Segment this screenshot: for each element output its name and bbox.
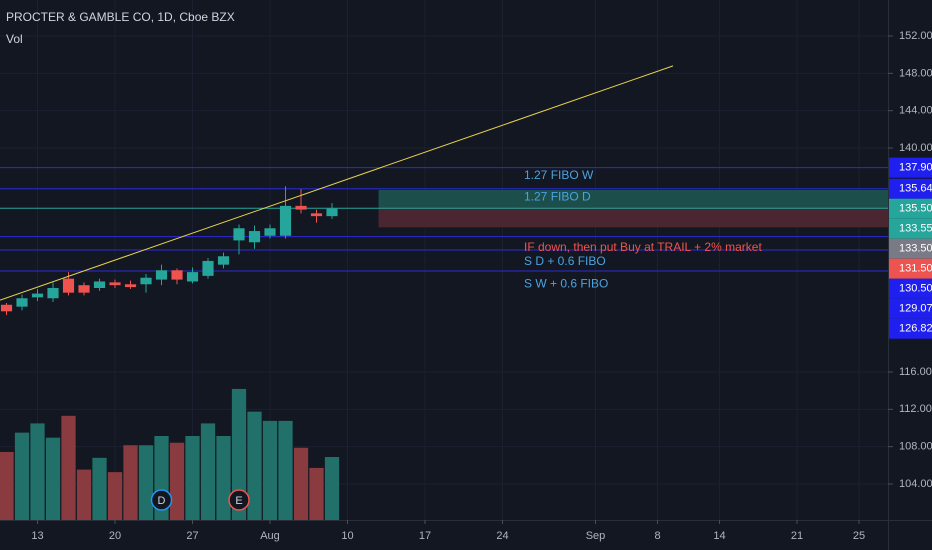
x-tick-label: Aug <box>260 530 280 542</box>
x-tick-label: 25 <box>853 530 865 542</box>
y-tick-label: 152.00 <box>899 30 932 42</box>
x-tick-label: 27 <box>186 530 198 542</box>
annotation: 1.27 FIBO D <box>524 190 591 204</box>
volume-bar <box>138 445 154 520</box>
volume-bar <box>30 423 45 520</box>
volume-bar <box>185 435 200 520</box>
volume-bar <box>293 447 309 520</box>
candle-body <box>47 287 59 299</box>
y-tick-label: 144.00 <box>899 105 932 117</box>
price-label: 130.50 <box>899 283 932 295</box>
candle-body <box>186 272 199 282</box>
volume-bar <box>231 388 247 520</box>
volume-bar <box>262 420 278 520</box>
volume-bar <box>324 456 340 520</box>
volume-bar <box>216 435 231 520</box>
position-box <box>378 190 888 209</box>
candle-body <box>0 304 13 312</box>
price-label-bg <box>889 157 932 178</box>
candle-body <box>16 298 28 307</box>
candle-body <box>171 270 183 280</box>
volume-bar <box>61 415 76 520</box>
candle-body <box>326 208 338 217</box>
x-tick-label: 21 <box>791 530 803 542</box>
candle-body <box>155 270 168 280</box>
volume-bar <box>169 442 185 520</box>
price-label-bg <box>889 298 932 319</box>
volume-bar <box>14 432 30 520</box>
price-label: 129.07 <box>899 303 932 315</box>
candle-body <box>217 256 230 265</box>
y-tick-label: 108.00 <box>899 441 932 453</box>
x-tick-label: 14 <box>713 530 725 542</box>
price-label: 133.55 <box>899 223 932 235</box>
event-label: D <box>158 495 166 507</box>
candle-body <box>279 205 292 236</box>
event-label: E <box>235 495 242 507</box>
price-label: 131.50 <box>899 263 932 275</box>
price-label: 135.64 <box>899 183 932 195</box>
candle-body <box>248 231 261 243</box>
price-label: 126.82 <box>899 323 932 335</box>
price-label-bg <box>889 278 932 299</box>
y-tick-label: 104.00 <box>899 478 932 490</box>
event-marker <box>150 489 173 511</box>
annotation: 1.27 FIBO W <box>524 168 594 182</box>
volume-bar <box>45 437 61 520</box>
x-tick-label: Sep <box>586 530 606 542</box>
x-tick-label: 13 <box>31 530 43 542</box>
trend-line <box>0 65 674 301</box>
event-marker <box>228 489 250 511</box>
candle-body <box>78 285 90 293</box>
x-tick-label: 10 <box>341 530 353 542</box>
candle-body <box>310 213 323 217</box>
y-tick-label: 148.00 <box>899 67 932 79</box>
plot-area: 1.27 FIBO W 1.27 FIBO D IF down, then put … <box>0 0 888 520</box>
candle-body <box>109 282 121 286</box>
price-label-bg <box>889 198 932 219</box>
volume-bar <box>92 457 107 520</box>
x-tick-label: 20 <box>109 530 121 542</box>
candle-body <box>233 228 245 241</box>
volume-bar <box>200 423 216 520</box>
chart-title: PROCTER & GAMBLE CO, 1D, Cboe BZX <box>6 10 235 24</box>
volume-bar <box>247 411 262 520</box>
volume-bar <box>76 469 92 520</box>
candle-body <box>93 281 106 288</box>
candle-body <box>124 284 137 288</box>
y-tick-label: 112.00 <box>899 403 932 415</box>
x-tick-label: 17 <box>419 530 431 542</box>
candle-body <box>62 278 75 293</box>
price-label-bg <box>889 238 932 259</box>
annotation: S D + 0.6 FIBO <box>524 254 606 268</box>
candle-body <box>264 228 276 236</box>
annotation: S W + 0.6 FIBO <box>524 276 608 290</box>
volume-bar <box>0 451 14 520</box>
x-tick-label: 24 <box>496 530 508 542</box>
candle-body <box>140 277 152 285</box>
price-label: 135.50 <box>899 203 932 215</box>
price-label-bg <box>889 318 932 339</box>
price-label: 137.90 <box>899 162 932 174</box>
candle-body <box>295 205 307 210</box>
price-label-bg <box>889 178 932 199</box>
candle-body <box>202 260 214 276</box>
y-tick-label: 116.00 <box>899 366 932 378</box>
volume-bar <box>309 467 324 520</box>
price-label: 133.50 <box>899 243 932 255</box>
annotation: IF down, then put Buy at TRAIL + 2% mark… <box>524 240 762 254</box>
volume-bar <box>123 445 138 520</box>
candle-body <box>31 293 44 298</box>
x-tick-label: 8 <box>654 530 660 542</box>
price-label-bg <box>889 218 932 239</box>
volume-bar <box>107 472 123 520</box>
volume-label: Vol <box>6 32 23 46</box>
price-label-bg <box>889 258 932 279</box>
y-tick-label: 140.00 <box>899 142 932 154</box>
volume-bar <box>278 420 293 520</box>
position-box <box>378 208 888 228</box>
